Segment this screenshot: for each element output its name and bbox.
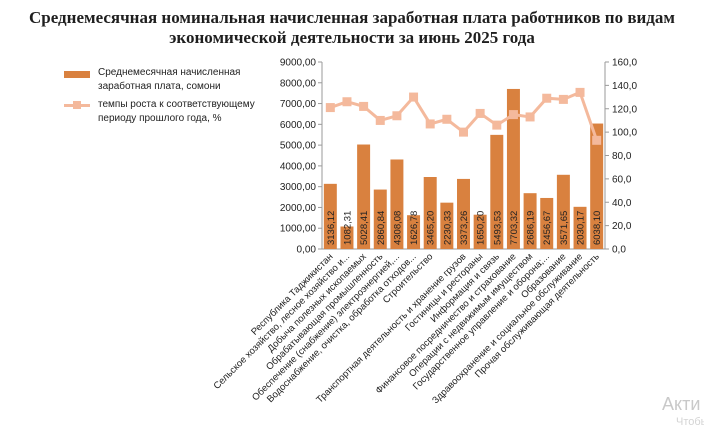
y-right-tick-label: 0,0 — [612, 245, 626, 256]
bar-data-label: 1626,78 — [409, 211, 420, 245]
growth-rate-marker — [475, 108, 485, 118]
bar-data-label: 3373,26 — [459, 211, 470, 245]
bar — [373, 189, 387, 249]
bar-data-label: 3465,20 — [426, 211, 437, 245]
growth-rate-marker — [359, 101, 369, 111]
growth-rate-marker — [558, 94, 568, 104]
bar — [357, 144, 371, 249]
bar-data-label: 1082,31 — [342, 211, 353, 245]
y-left-tick-label: 6000,00 — [280, 120, 317, 131]
bar-data-label: 5028,41 — [359, 211, 370, 245]
y-right-tick-label: 40,0 — [612, 198, 632, 209]
bar — [440, 202, 454, 249]
activation-watermark-sub: Чтобь — [676, 416, 704, 428]
legend-bar-swatch — [64, 71, 90, 78]
bar-data-label: 2686,19 — [526, 211, 537, 245]
bar — [523, 193, 537, 249]
legend-item-bar: Среднемесячная начисленная заработная пл… — [62, 66, 262, 94]
bar-data-label: 2030,17 — [576, 211, 587, 245]
growth-rate-marker — [442, 114, 452, 124]
growth-rate-marker — [325, 103, 335, 113]
y-left-tick-label: 3000,00 — [280, 182, 317, 193]
bar-data-label: 5493,53 — [492, 211, 503, 245]
bar-data-label: 4308,08 — [392, 211, 403, 245]
chart-title-line-2: экономической деятельности за июнь 2025 … — [169, 28, 535, 47]
growth-rate-marker — [492, 120, 502, 130]
bar — [323, 183, 337, 249]
bar-data-label: 6038,10 — [592, 211, 603, 245]
bar — [573, 206, 587, 249]
legend-bar-label: Среднемесячная начисленная заработная пл… — [98, 67, 241, 92]
bar-data-label: 7703,32 — [509, 211, 520, 245]
bar-data-label: 3571,65 — [559, 211, 570, 245]
bar-data-label: 3136,12 — [326, 211, 337, 245]
bar — [407, 215, 421, 249]
growth-rate-marker — [592, 135, 602, 145]
growth-rate-marker — [575, 87, 585, 97]
bar — [490, 134, 504, 249]
chart-title-line-1: Среднемесячная номинальная начисленная з… — [29, 8, 675, 27]
bar — [590, 123, 604, 249]
y-left-tick-label: 8000,00 — [280, 78, 317, 89]
y-right-tick-label: 120,0 — [612, 104, 637, 115]
y-right-tick-label: 60,0 — [612, 174, 632, 185]
y-left-tick-label: 4000,00 — [280, 161, 317, 172]
legend-line-marker — [73, 101, 81, 109]
bar — [556, 174, 570, 249]
y-right-tick-label: 140,0 — [612, 81, 637, 92]
bar — [473, 214, 487, 249]
growth-rate-marker — [459, 127, 468, 137]
y-left-tick-label: 5000,00 — [280, 141, 317, 152]
growth-rate-marker — [409, 92, 419, 102]
y-left-tick-label: 0,00 — [297, 245, 317, 256]
y-right-tick-label: 160,0 — [612, 58, 637, 69]
bar — [423, 177, 437, 249]
growth-rate-marker — [525, 112, 535, 122]
y-right-tick-label: 100,0 — [612, 128, 637, 139]
activation-watermark: Акти — [662, 394, 701, 414]
legend-line-label: темпы роста к соответствующему периоду п… — [98, 99, 255, 124]
legend-item-line: темпы роста к соответствующему периоду п… — [62, 98, 262, 126]
y-right-tick-label: 20,0 — [612, 221, 632, 232]
y-left-tick-label: 9000,00 — [280, 58, 317, 69]
y-left-tick-label: 1000,00 — [280, 224, 317, 235]
legend: Среднемесячная начисленная заработная пл… — [62, 66, 262, 130]
growth-rate-marker — [392, 111, 402, 121]
bar — [540, 197, 554, 249]
bar — [457, 178, 470, 249]
bar-data-label: 1650,20 — [476, 211, 487, 245]
bar-data-label: 2230,33 — [442, 211, 453, 245]
growth-rate-marker — [508, 110, 518, 120]
growth-rate-marker — [375, 115, 385, 125]
bar — [340, 226, 354, 249]
bar — [390, 159, 404, 249]
bar — [506, 88, 520, 249]
chart-title: Среднемесячная номинальная начисленная з… — [0, 8, 704, 48]
y-left-tick-label: 2000,00 — [280, 203, 317, 214]
bar-data-label: 2456,67 — [542, 211, 553, 245]
growth-rate-marker — [425, 119, 435, 129]
growth-rate-marker — [342, 97, 352, 107]
bar-data-label: 2860,84 — [376, 211, 387, 245]
y-right-tick-label: 80,0 — [612, 151, 632, 162]
growth-rate-marker — [542, 93, 552, 103]
y-left-tick-label: 7000,00 — [280, 99, 317, 110]
